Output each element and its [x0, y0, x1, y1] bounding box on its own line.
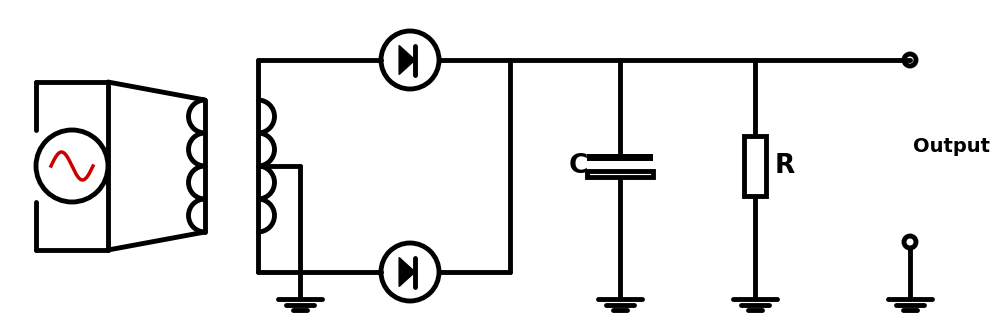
Bar: [587, 171, 653, 178]
Polygon shape: [399, 258, 415, 287]
Polygon shape: [399, 45, 415, 74]
Text: R: R: [775, 153, 795, 179]
Text: C: C: [568, 153, 588, 179]
Text: Output: Output: [914, 136, 990, 155]
Bar: [744, 136, 766, 196]
Bar: [587, 154, 653, 161]
